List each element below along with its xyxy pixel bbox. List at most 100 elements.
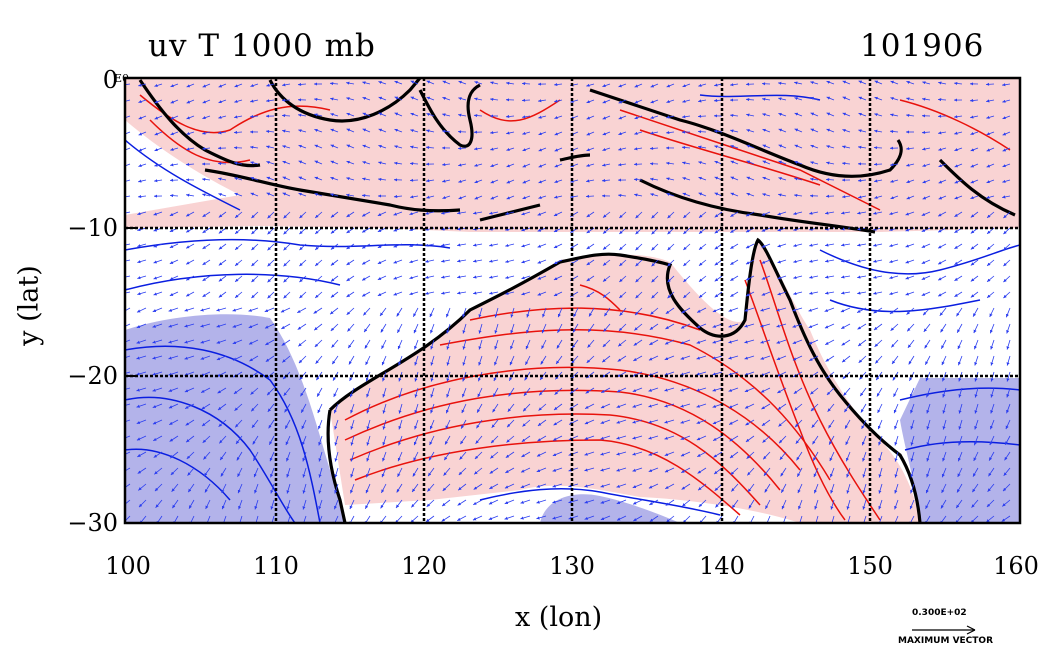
wind-vector xyxy=(250,99,259,103)
wind-vector xyxy=(506,131,515,135)
wind-vector xyxy=(361,193,371,198)
wind-vector xyxy=(841,259,851,263)
wind-vector xyxy=(298,176,307,181)
wind-vector xyxy=(619,227,627,235)
wind-vector xyxy=(601,178,611,183)
wind-vector xyxy=(169,275,179,281)
wind-vector xyxy=(346,144,355,149)
wind-vector xyxy=(1005,307,1011,318)
wind-vector xyxy=(298,144,307,149)
wind-vector xyxy=(776,307,787,312)
wind-vector xyxy=(698,211,707,219)
wind-vector xyxy=(794,112,803,117)
wind-vector xyxy=(473,291,483,295)
wind-vector xyxy=(745,275,755,281)
wind-vector xyxy=(442,179,451,183)
wind-vector xyxy=(905,259,915,264)
wind-vector xyxy=(362,177,371,181)
wind-vector xyxy=(714,129,723,133)
wind-vector xyxy=(473,259,483,263)
cold-contours xyxy=(125,94,1020,523)
wind-vector xyxy=(412,307,419,317)
wind-vector xyxy=(458,179,467,183)
wind-vector xyxy=(234,161,243,165)
x-tick-label: 100 xyxy=(105,552,151,580)
wind-vector xyxy=(202,131,211,135)
wind-vector xyxy=(794,128,803,133)
wind-vector xyxy=(186,83,195,88)
wind-vector xyxy=(526,307,531,318)
wind-vector xyxy=(330,193,339,197)
wind-vector xyxy=(250,176,259,181)
wind-vector xyxy=(667,291,675,299)
wind-vector xyxy=(138,147,147,152)
wind-vector xyxy=(730,144,739,149)
wind-vector xyxy=(281,114,291,118)
wind-vector xyxy=(138,179,147,183)
wind-vector xyxy=(651,291,659,299)
wind-vector xyxy=(873,146,883,150)
wind-vector xyxy=(873,162,883,166)
wind-vector xyxy=(216,323,227,328)
wind-vector xyxy=(458,80,467,85)
wind-vector xyxy=(651,259,659,267)
wind-vector xyxy=(457,146,467,150)
wind-vector xyxy=(553,291,563,297)
wind-vector xyxy=(152,339,163,344)
wind-vector xyxy=(906,323,915,332)
wind-vector xyxy=(874,195,883,199)
wind-vector xyxy=(185,259,195,265)
wind-vector xyxy=(265,129,275,134)
wind-vector xyxy=(521,211,531,216)
wind-vector xyxy=(840,307,851,313)
wind-vector xyxy=(394,112,403,117)
wind-vector xyxy=(1003,211,1011,219)
wind-vector xyxy=(889,243,899,248)
wind-vector xyxy=(760,323,771,328)
wind-vector xyxy=(778,144,787,149)
wind-vector xyxy=(698,259,707,267)
wind-vector xyxy=(698,83,707,87)
wind-vector xyxy=(858,96,867,101)
wind-vector xyxy=(152,323,163,328)
wind-vector xyxy=(972,307,979,317)
wind-vector xyxy=(378,128,387,133)
wind-vector xyxy=(696,323,707,329)
wind-vector xyxy=(777,275,787,280)
wind-vector xyxy=(761,211,771,216)
wind-vector xyxy=(825,259,835,263)
wind-vector xyxy=(905,291,915,296)
wind-vector xyxy=(586,243,595,250)
wind-vector xyxy=(136,339,147,344)
wind-vector xyxy=(874,129,883,133)
wind-vector xyxy=(1006,323,1011,334)
wind-vector xyxy=(218,177,227,181)
wind-vector xyxy=(873,211,883,215)
wind-vector xyxy=(314,160,323,165)
wind-vector xyxy=(761,259,771,264)
wind-vector xyxy=(698,192,707,197)
wind-vector xyxy=(842,96,851,101)
wind-vector xyxy=(282,83,291,87)
wind-vector xyxy=(745,97,755,102)
wind-vector xyxy=(842,145,851,149)
wind-vector xyxy=(810,96,819,101)
wind-vector xyxy=(377,291,387,297)
wind-vector xyxy=(650,307,659,315)
wind-vector xyxy=(746,160,755,165)
wind-vector xyxy=(730,291,739,298)
wind-vector xyxy=(234,243,243,251)
wind-vector xyxy=(665,307,675,315)
wind-vector xyxy=(857,259,867,263)
wind-vector xyxy=(841,211,851,215)
wind-vector xyxy=(890,80,899,85)
wind-vector xyxy=(425,259,435,263)
wind-vector xyxy=(873,275,883,279)
wind-vector xyxy=(973,323,979,334)
wind-vector xyxy=(137,194,147,199)
wind-vector xyxy=(762,97,771,101)
legend-value: 0.300E+02 xyxy=(912,608,967,618)
wind-vector xyxy=(426,179,435,183)
wind-vector xyxy=(922,307,931,316)
wind-vector xyxy=(314,275,323,283)
